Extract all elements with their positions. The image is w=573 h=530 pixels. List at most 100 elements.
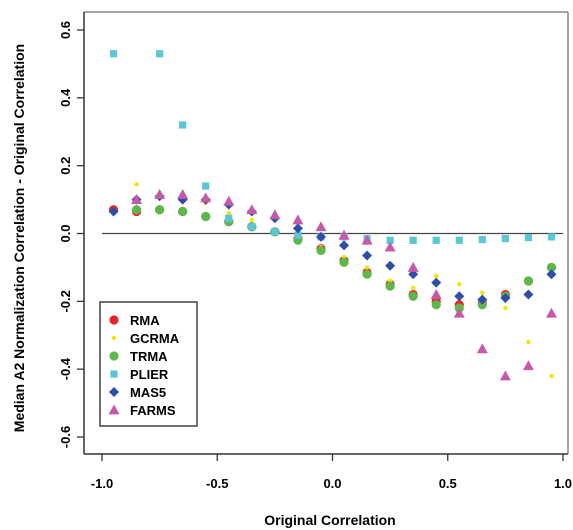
legend-label-trma: TRMA bbox=[130, 349, 168, 364]
data-point-gcrma bbox=[457, 282, 462, 287]
data-point-trma bbox=[431, 300, 441, 310]
data-point-plier bbox=[271, 228, 279, 236]
data-point-gcrma bbox=[434, 273, 439, 279]
data-point-mas5 bbox=[339, 240, 350, 251]
data-point-gcrma bbox=[503, 305, 508, 311]
data-point-trma bbox=[201, 211, 211, 222]
y-tick-label: -0.6 bbox=[58, 426, 73, 448]
data-point-mas5 bbox=[523, 289, 534, 300]
legend-marker-trma bbox=[109, 351, 119, 361]
y-tick-label: 0.4 bbox=[58, 88, 73, 107]
data-point-gcrma bbox=[134, 182, 139, 187]
data-point-farms bbox=[338, 229, 350, 240]
legend-label-gcrma: GCRMA bbox=[130, 331, 180, 346]
data-point-farms bbox=[131, 194, 143, 204]
legend-marker-plier bbox=[110, 370, 118, 378]
data-point-mas5 bbox=[546, 269, 557, 280]
x-tick-label: -0.5 bbox=[206, 476, 228, 491]
data-point-mas5 bbox=[315, 231, 326, 242]
data-point-farms bbox=[453, 307, 465, 318]
data-point-farms bbox=[292, 214, 304, 225]
data-point-farms bbox=[315, 221, 327, 232]
legend-label-plier: PLIER bbox=[130, 367, 169, 382]
data-point-farms bbox=[407, 261, 419, 272]
data-point-plier bbox=[294, 231, 302, 239]
data-point-farms bbox=[545, 307, 557, 318]
data-point-trma bbox=[339, 257, 349, 267]
legend-marker-gcrma bbox=[111, 335, 117, 341]
x-tick-label: 0.0 bbox=[323, 476, 341, 491]
data-point-mas5 bbox=[108, 206, 119, 217]
legend-label-rma: RMA bbox=[130, 313, 160, 328]
data-point-farms bbox=[154, 188, 166, 199]
data-point-farms bbox=[177, 188, 189, 199]
data-point-farms bbox=[269, 209, 281, 220]
data-point-mas5 bbox=[385, 260, 396, 271]
data-point-plier bbox=[409, 236, 417, 244]
y-tick-label: 0.6 bbox=[58, 21, 73, 39]
data-point-trma bbox=[178, 206, 188, 217]
legend-marker-mas5 bbox=[109, 387, 119, 397]
data-point-gcrma bbox=[249, 217, 255, 223]
data-point-mas5 bbox=[477, 294, 488, 305]
data-point-gcrma bbox=[410, 285, 416, 290]
y-tick-label: -0.2 bbox=[58, 290, 73, 312]
data-point-plier bbox=[478, 236, 486, 244]
data-point-trma bbox=[316, 245, 326, 256]
data-point-plier bbox=[455, 236, 463, 244]
data-point-trma bbox=[523, 276, 534, 286]
data-point-trma bbox=[362, 269, 372, 279]
data-point-trma bbox=[385, 281, 395, 291]
data-point-plier bbox=[225, 214, 233, 222]
data-point-plier bbox=[248, 223, 256, 231]
y-tick-label: 0.0 bbox=[58, 224, 73, 242]
data-point-plier bbox=[156, 50, 164, 58]
data-point-mas5 bbox=[292, 223, 303, 234]
data-point-plier bbox=[501, 234, 509, 243]
data-point-plier bbox=[179, 121, 187, 129]
legend-label-mas5: MAS5 bbox=[130, 385, 166, 400]
data-point-trma bbox=[155, 205, 165, 215]
x-tick-label: 1.0 bbox=[554, 476, 572, 491]
data-point-trma bbox=[546, 262, 557, 273]
data-point-plier bbox=[432, 236, 440, 244]
data-point-farms bbox=[200, 192, 212, 203]
data-point-trma bbox=[477, 300, 487, 310]
legend-marker-farms bbox=[108, 404, 120, 415]
x-axis: -1.0 -0.5 0.0 0.5 1.0 bbox=[91, 454, 572, 491]
data-point-gcrma bbox=[526, 339, 531, 345]
legend-label-farms: FARMS bbox=[130, 403, 176, 418]
data-point-gcrma bbox=[226, 210, 231, 216]
y-tick-label: -0.4 bbox=[58, 357, 73, 380]
data-point-farms bbox=[430, 289, 442, 299]
data-point-trma bbox=[408, 291, 418, 301]
data-point-plier bbox=[202, 182, 210, 190]
data-point-gcrma bbox=[549, 373, 554, 379]
data-point-mas5 bbox=[431, 277, 442, 288]
data-point-farms bbox=[499, 370, 511, 381]
y-axis: 0.6 0.4 0.2 0.0 -0.2 -0.4 -0.6 bbox=[58, 21, 84, 448]
data-point-mas5 bbox=[500, 292, 511, 303]
data-point-mas5 bbox=[362, 250, 373, 261]
data-point-gcrma bbox=[364, 265, 370, 270]
data-points bbox=[108, 50, 557, 381]
y-tick-label: 0.2 bbox=[58, 157, 73, 175]
data-point-plier bbox=[547, 233, 556, 241]
data-point-trma bbox=[131, 205, 142, 215]
data-point-plier bbox=[386, 236, 394, 244]
data-point-gcrma bbox=[480, 290, 485, 296]
series-farms bbox=[131, 188, 557, 381]
data-point-farms bbox=[246, 204, 258, 215]
data-point-farms bbox=[522, 360, 534, 371]
x-tick-label: 0.5 bbox=[439, 476, 457, 491]
data-point-farms bbox=[223, 195, 235, 206]
y-axis-title: Median A2 Normalization Correlation - Or… bbox=[11, 44, 27, 432]
data-point-farms bbox=[384, 241, 396, 252]
data-point-farms bbox=[476, 343, 488, 354]
data-point-farms bbox=[361, 234, 373, 245]
legend-marker-rma bbox=[109, 315, 119, 325]
data-point-plier bbox=[109, 50, 118, 58]
x-tick-label: -1.0 bbox=[91, 476, 113, 491]
data-point-plier bbox=[524, 233, 533, 242]
